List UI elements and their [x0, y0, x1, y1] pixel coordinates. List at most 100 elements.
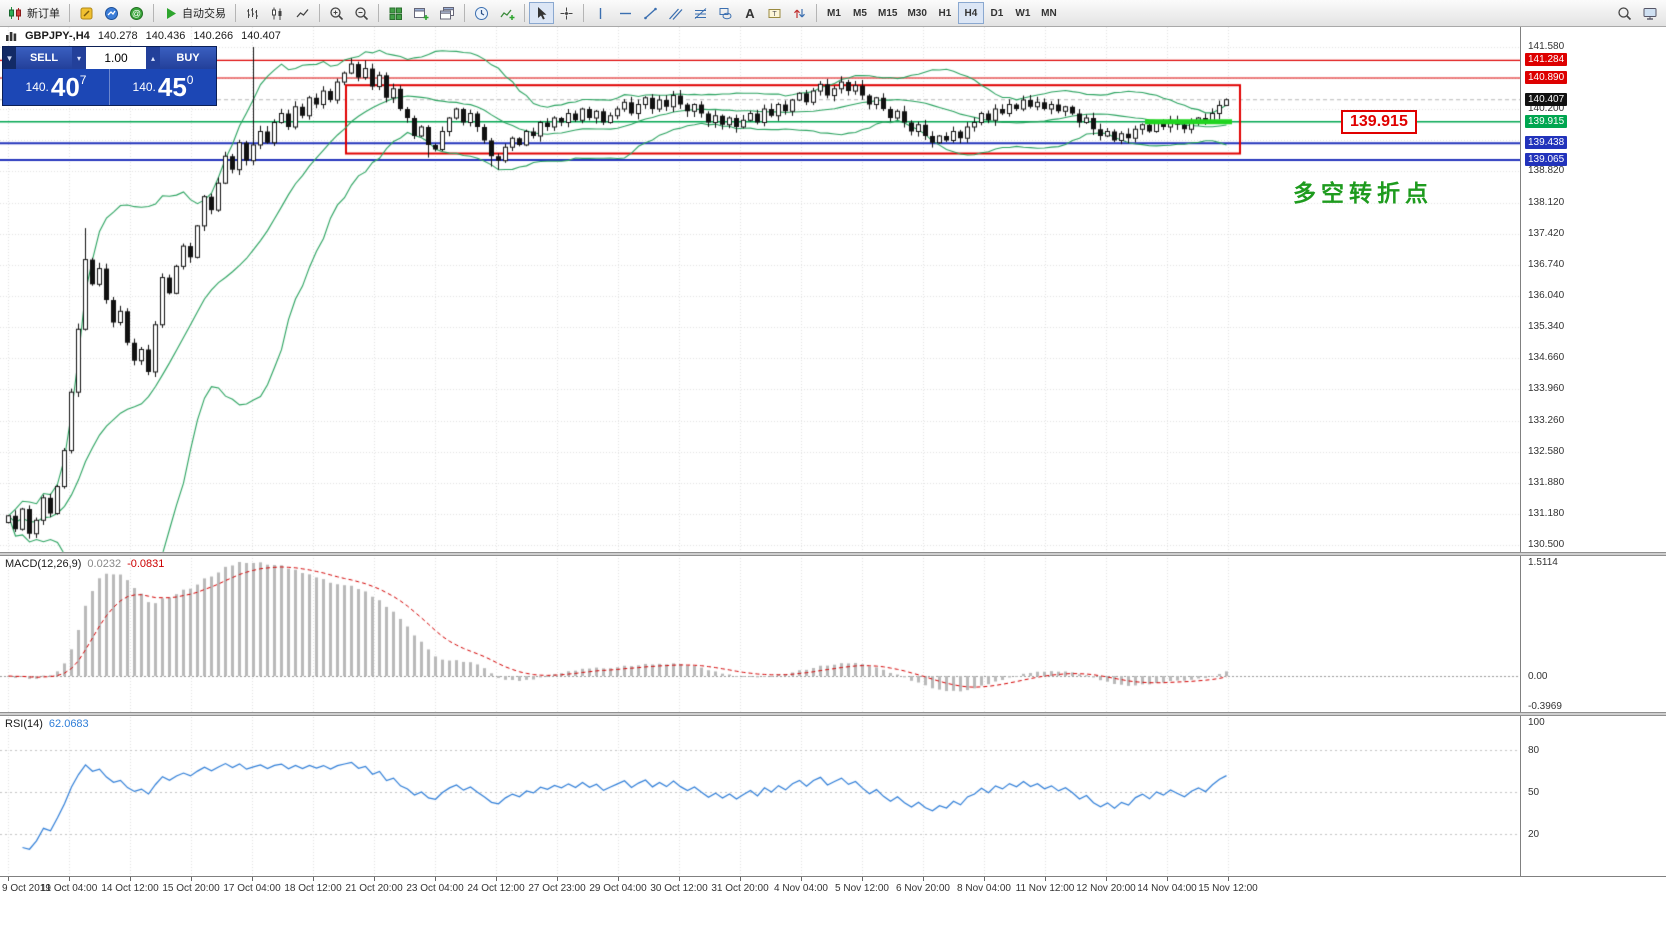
timeframe-button-mn[interactable]: MN — [1036, 2, 1062, 24]
timeframe-button-m5[interactable]: M5 — [847, 2, 873, 24]
line-chart-button[interactable] — [290, 2, 315, 24]
indicators-button[interactable] — [494, 2, 520, 24]
crosshair-button[interactable] — [554, 2, 579, 24]
time-axis-label: 21 Oct 20:00 — [345, 883, 403, 894]
community-button[interactable]: @ — [124, 2, 149, 24]
search-button[interactable] — [1612, 2, 1637, 24]
price-axis-label: 137.420 — [1528, 227, 1565, 239]
price-axis-label: 134.660 — [1528, 352, 1565, 364]
sell-price-pips: 40 — [50, 72, 80, 102]
vertical-line-icon — [599, 7, 602, 19]
text-button[interactable]: A — [738, 2, 762, 24]
macd-rsi-splitter[interactable] — [0, 712, 1666, 716]
indicators-icon — [500, 9, 515, 20]
time-axis-tick — [496, 877, 497, 881]
buy-button[interactable]: BUY — [160, 47, 216, 69]
fibonacci-button[interactable] — [688, 2, 713, 24]
buy-price[interactable]: 140. 45 0 — [110, 69, 216, 105]
price-axis-label: 131.180 — [1528, 508, 1565, 520]
time-axis-tick — [557, 877, 558, 881]
zoom-in-button[interactable] — [324, 2, 349, 24]
chart-symbol-period: GBPJPY-,H4 — [25, 30, 90, 42]
timeframe-button-m30[interactable]: M30 — [902, 2, 931, 24]
time-axis-tick — [1167, 877, 1168, 881]
time-axis-tick — [1228, 877, 1229, 881]
price-callout[interactable]: 139.915 — [1341, 110, 1417, 134]
time-axis-label: 9 Oct 2019 — [2, 883, 51, 894]
zoom-group — [324, 2, 374, 24]
monitor-button[interactable] — [1637, 2, 1663, 24]
triangle-up-icon: ▴ — [150, 53, 155, 63]
ohlc-low: 140.266 — [193, 30, 234, 42]
timeframe-button-d1[interactable]: D1 — [984, 2, 1010, 24]
price-axis[interactable]: 141.580 140.200 138.820 138.120 137.420 136.7… — [1520, 27, 1666, 876]
metaeditor-button[interactable] — [74, 2, 99, 24]
trade-panel-collapse-button[interactable]: ▼ — [3, 47, 16, 69]
autotrading-button[interactable]: 自动交易 — [158, 2, 231, 24]
price-chart-canvas[interactable] — [0, 27, 1520, 877]
trendline-button[interactable] — [638, 2, 663, 24]
orders-group: 新订单 @ 自动交易 — [3, 2, 231, 24]
tools-group — [469, 2, 520, 24]
period-clock-button[interactable] — [469, 2, 494, 24]
price-axis-label-141.284: 141.284 — [1525, 53, 1568, 67]
time-axis-label: 11 Oct 04:00 — [40, 883, 98, 894]
timeframe-button-w1[interactable]: W1 — [1010, 2, 1036, 24]
time-axis-label: 24 Oct 12:00 — [467, 883, 525, 894]
sell-button[interactable]: SELL — [16, 47, 72, 69]
macd-axis-label: 0.00 — [1528, 671, 1548, 682]
timeframe-button-h1[interactable]: H1 — [932, 2, 958, 24]
zoom-out-button[interactable] — [349, 2, 374, 24]
time-axis-label: 5 Nov 12:00 — [835, 883, 889, 894]
horizontal-line-button[interactable] — [613, 2, 638, 24]
bar-chart-button[interactable] — [240, 2, 265, 24]
time-axis-label: 14 Nov 04:00 — [1137, 883, 1197, 894]
rsi-axis-label: 100 — [1528, 717, 1545, 728]
cursor-button[interactable] — [529, 2, 554, 24]
market-button[interactable] — [99, 2, 124, 24]
time-axis-tick — [313, 877, 314, 881]
time-axis-tick — [679, 877, 680, 881]
metaeditor-icon — [80, 7, 93, 19]
timeframe-button-h4[interactable]: H4 — [957, 2, 984, 24]
tile-windows-button[interactable] — [383, 2, 408, 24]
chart-profiles-button[interactable] — [434, 2, 460, 24]
zoom-in-icon — [330, 6, 344, 20]
new-chart-button[interactable] — [408, 2, 434, 24]
channel-button[interactable] — [663, 2, 688, 24]
sell-price[interactable]: 140. 40 7 — [3, 69, 110, 105]
fibonacci-icon — [694, 7, 707, 19]
shapes-button[interactable] — [713, 2, 738, 24]
chart-macd-splitter[interactable] — [0, 552, 1666, 556]
arrows-button[interactable] — [787, 2, 812, 24]
ohlc-high: 140.436 — [145, 30, 186, 42]
candlestick-chart-button[interactable] — [265, 2, 290, 24]
new-order-button[interactable]: 新订单 — [3, 2, 65, 24]
price-axis-label: 136.040 — [1528, 290, 1565, 301]
price-axis-label: 138.120 — [1528, 196, 1565, 208]
time-axis-tick — [862, 877, 863, 881]
time-axis-tick — [1045, 877, 1046, 881]
volume-input[interactable] — [86, 47, 146, 69]
rsi-axis-label: 20 — [1528, 829, 1540, 840]
pointer-group — [529, 2, 579, 24]
vertical-line-button[interactable] — [588, 2, 613, 24]
buy-price-prefix: 140. — [132, 80, 156, 94]
new-order-label: 新订单 — [27, 8, 60, 20]
time-axis[interactable]: 9 Oct 2019 11 Oct 04:00 14 Oct 12:00 15 Oct… — [0, 876, 1666, 950]
timeframe-button-m15[interactable]: M15 — [873, 2, 902, 24]
time-axis-label: 23 Oct 04:00 — [406, 883, 464, 894]
channel-icon — [669, 8, 683, 20]
volume-decrease-button[interactable]: ▾ — [72, 47, 86, 69]
monitor-icon — [1643, 7, 1657, 20]
rsi-axis-label: 50 — [1528, 787, 1540, 798]
volume-increase-button[interactable]: ▴ — [146, 47, 160, 69]
annotation-text[interactable]: 多空转折点 — [1293, 180, 1433, 206]
price-axis-label: 131.880 — [1528, 476, 1565, 488]
time-axis-tick — [1106, 877, 1107, 881]
new-order-icon — [9, 6, 21, 20]
label-button[interactable]: T — [762, 2, 787, 24]
timeframe-button-m1[interactable]: M1 — [821, 2, 847, 24]
label-icon: T — [768, 8, 781, 18]
